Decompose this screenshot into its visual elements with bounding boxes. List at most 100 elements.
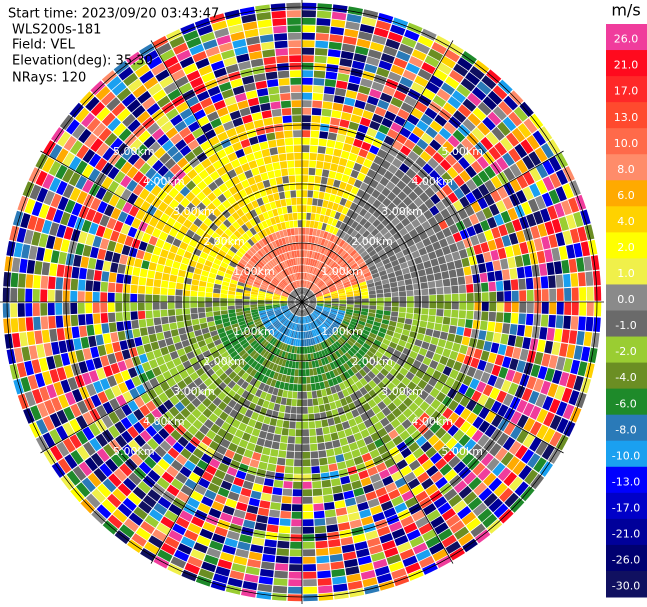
radar-gate xyxy=(258,239,265,248)
colorbar-swatch xyxy=(606,258,647,285)
radar-gate xyxy=(248,551,263,561)
radar-gate xyxy=(95,86,111,101)
radar-gate xyxy=(222,395,232,405)
radar-gate xyxy=(311,205,317,213)
radar-gate xyxy=(343,379,351,388)
radar-gate xyxy=(334,332,341,339)
radar-gate xyxy=(407,336,416,345)
radar-gate xyxy=(12,333,21,348)
radar-gate xyxy=(260,339,267,346)
radar-gate xyxy=(90,346,100,359)
radar-gate xyxy=(371,241,380,249)
radar-gate xyxy=(318,253,323,261)
radar-gate xyxy=(145,243,155,254)
radar-gate xyxy=(157,95,171,108)
radar-gate xyxy=(85,359,96,372)
radar-gate xyxy=(205,227,215,236)
radar-gate xyxy=(309,300,317,302)
radar-gate xyxy=(192,419,203,430)
radar-gate xyxy=(481,292,489,302)
radar-gate xyxy=(363,484,375,494)
radar-gate xyxy=(387,392,397,402)
radar-gate xyxy=(165,360,175,370)
colorbar-swatch xyxy=(606,310,647,338)
radar-gate xyxy=(165,258,174,268)
radar-gate xyxy=(457,276,466,285)
radar-gate xyxy=(269,315,276,321)
radar-gate xyxy=(309,250,313,258)
radar-gate xyxy=(224,367,234,376)
radar-gate xyxy=(259,568,274,578)
radar-gate xyxy=(466,293,474,302)
radar-gate xyxy=(485,131,499,146)
radar-gate xyxy=(419,555,435,568)
radar-gate xyxy=(265,360,272,369)
radar-gate xyxy=(186,70,201,82)
radar-gate xyxy=(296,406,302,414)
radar-gate xyxy=(97,201,108,214)
radar-gate xyxy=(32,388,43,404)
radar-gate xyxy=(295,429,302,437)
radar-gate xyxy=(304,339,307,347)
radar-gate xyxy=(349,357,357,366)
radar-gate xyxy=(187,497,200,509)
ring-label: 3.00km xyxy=(173,385,215,398)
radar-gate xyxy=(128,512,144,526)
radar-gate xyxy=(353,162,363,172)
radar-gate xyxy=(92,122,107,137)
radar-gate xyxy=(292,391,298,399)
radar-gate xyxy=(382,197,392,207)
radar-gate xyxy=(428,434,440,446)
radar-gate xyxy=(352,355,360,363)
radar-gate xyxy=(329,242,336,250)
radar-gate xyxy=(317,327,322,334)
radar-gate xyxy=(360,264,368,272)
radar-gate xyxy=(212,297,220,302)
radar-gate xyxy=(189,356,199,366)
radar-gate xyxy=(437,255,446,265)
radar-gate xyxy=(302,297,307,302)
radar-gate xyxy=(238,60,252,71)
radar-gate xyxy=(198,237,208,246)
radar-gate xyxy=(487,111,502,126)
radar-gate xyxy=(293,220,298,228)
radar-gate xyxy=(218,183,228,193)
radar-gate xyxy=(275,200,282,208)
radar-gate xyxy=(152,529,167,542)
radar-gate xyxy=(197,180,208,191)
radar-gate xyxy=(46,235,56,249)
radar-gate xyxy=(393,231,402,241)
radar-gate xyxy=(266,308,273,312)
radar-gate xyxy=(235,265,244,272)
radar-gate xyxy=(371,343,380,351)
radar-gate xyxy=(400,102,414,114)
radar-gate xyxy=(205,297,213,302)
radar-gate xyxy=(549,414,562,430)
radar-gate xyxy=(326,524,339,533)
radar-gate xyxy=(56,409,69,425)
radar-gate xyxy=(390,97,403,108)
radar-gate xyxy=(308,296,316,300)
radar-gate xyxy=(282,176,289,184)
radar-gate xyxy=(195,227,205,237)
radar-gate xyxy=(426,509,441,522)
radar-gate xyxy=(333,342,340,350)
radar-gate xyxy=(270,269,277,276)
radar-gate xyxy=(180,536,196,548)
radar-gate xyxy=(508,90,524,106)
radar-gate xyxy=(213,288,221,294)
radar-gate xyxy=(297,302,302,307)
radar-gate xyxy=(281,351,286,359)
radar-gate xyxy=(63,365,74,379)
radar-gate xyxy=(360,284,368,290)
radar-gate xyxy=(288,304,296,308)
radar-gate xyxy=(342,332,350,340)
radar-gate xyxy=(417,35,434,48)
radar-gate xyxy=(533,210,544,225)
radar-gate xyxy=(33,316,41,331)
radar-gate xyxy=(274,239,281,248)
radar-gate xyxy=(250,269,258,276)
radar-gate xyxy=(47,289,55,302)
radar-gate xyxy=(92,302,100,313)
radar-gate xyxy=(209,440,220,451)
